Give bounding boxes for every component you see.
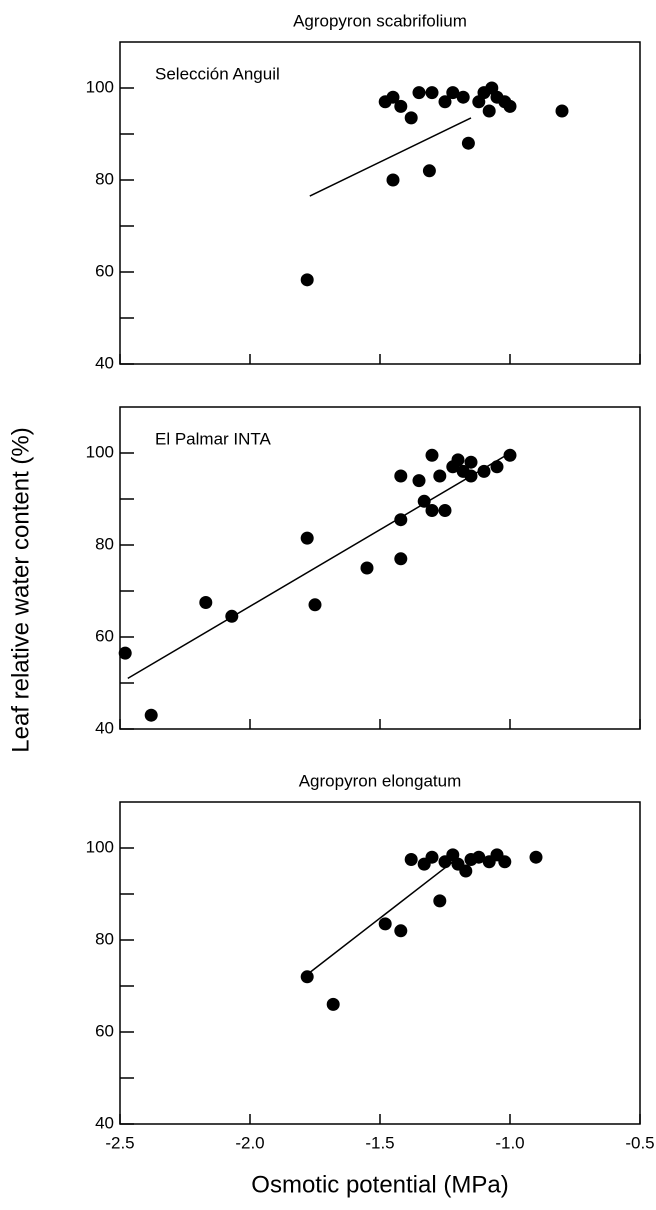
data-point [300,273,314,287]
plot-frame [119,41,641,365]
data-point [394,552,408,566]
data-point [529,850,543,864]
data-point [464,469,478,483]
y-tick-label: 60 [95,1021,114,1040]
data-point [308,598,322,612]
data-point [498,855,512,869]
data-point [404,111,418,125]
plot-frame [119,801,641,1125]
x-tick-label: -2.5 [105,1133,134,1152]
x-tick-label: -0.5 [625,1133,654,1152]
data-point [490,460,504,474]
y-tick-label: 80 [95,534,114,553]
data-point [300,970,314,984]
data-point [555,104,569,118]
panel-label: El Palmar INTA [155,429,272,448]
y-tick-label: 40 [95,718,114,737]
data-point [394,469,408,483]
y-tick-label: 80 [95,929,114,948]
data-point [386,173,400,187]
data-point [503,448,517,462]
data-point [503,99,517,113]
data-point [451,453,465,467]
data-point [199,596,213,609]
data-point [446,86,460,100]
data-point [422,164,436,178]
plot-frame [119,406,641,730]
data-point [118,646,132,660]
data-point [360,561,374,575]
fit-line [309,117,472,197]
data-point [225,609,239,623]
data-point [412,474,426,488]
x-tick-label: -2.0 [235,1133,264,1152]
data-point [461,136,475,150]
panel-title: Agropyron scabrifolium [293,11,467,30]
data-point [477,464,491,478]
data-point [433,894,447,908]
data-point [459,864,473,878]
y-axis-label: Leaf relative water content (%) [7,427,34,753]
data-point [404,853,418,866]
y-tick-label: 80 [95,169,114,188]
data-point [394,513,408,527]
data-point [464,455,478,469]
data-point [438,504,452,517]
data-point [300,531,314,545]
data-point [386,90,400,104]
data-point [482,104,496,118]
panel-title: Agropyron elongatum [299,771,462,790]
data-point [326,997,340,1011]
fit-line [127,452,511,680]
data-point [394,99,408,113]
data-point [433,469,447,483]
y-tick-label: 100 [86,442,114,461]
data-point [394,924,408,938]
x-tick-label: -1.5 [365,1133,394,1152]
y-tick-label: 100 [86,837,114,856]
data-point [425,448,439,462]
data-point [472,850,486,864]
data-point [412,86,426,100]
data-point [144,708,158,722]
data-point [438,95,452,109]
y-tick-label: 60 [95,626,114,645]
data-point [378,917,392,931]
fit-line [306,861,454,976]
data-point [425,86,439,100]
y-tick-label: 40 [95,1113,114,1132]
x-axis-label: Osmotic potential (MPa) [251,1171,508,1198]
x-tick-label: -1.0 [495,1133,524,1152]
data-point [417,494,431,508]
y-tick-label: 100 [86,77,114,96]
y-tick-label: 60 [95,261,114,280]
panel-label: Selección Anguil [155,64,280,83]
data-point [456,90,470,104]
data-point [425,504,439,517]
data-point [425,850,439,864]
y-tick-label: 40 [95,353,114,372]
